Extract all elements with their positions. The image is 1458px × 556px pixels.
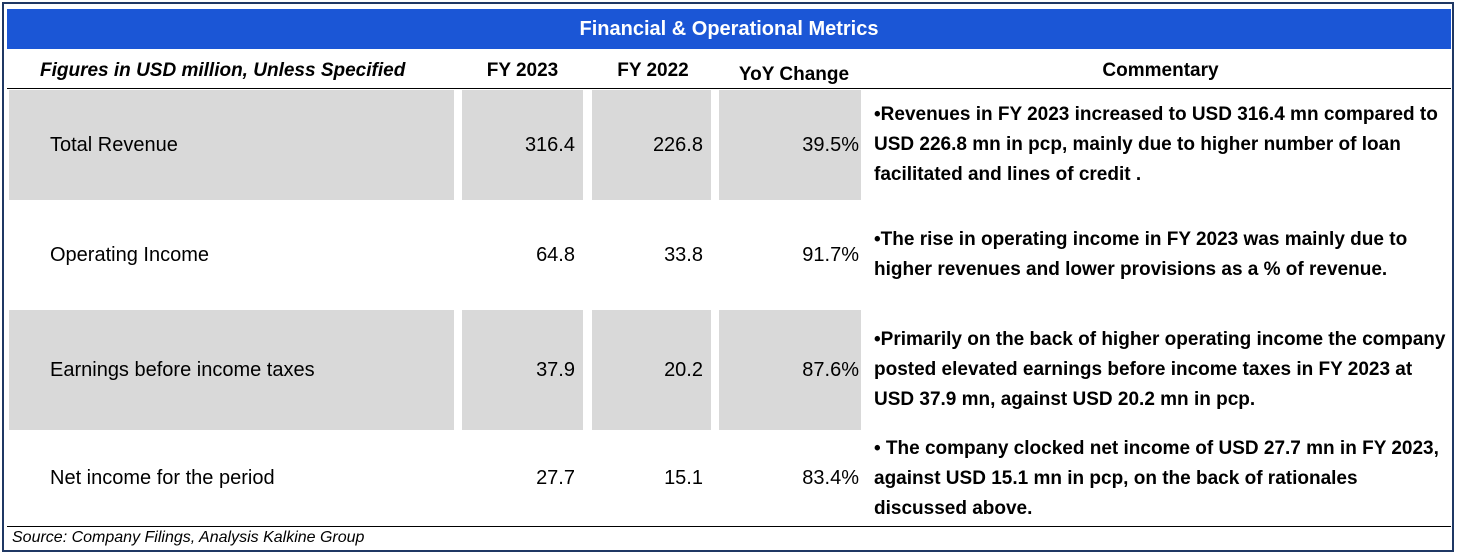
cell-fy2023: 37.9 <box>462 310 583 430</box>
cell-fy2022: 20.2 <box>592 310 711 430</box>
header-commentary: Commentary <box>1102 60 1219 81</box>
row-commentary: •Primarily on the back of higher operati… <box>874 329 1446 410</box>
cell-yoy: 91.7% <box>802 243 859 266</box>
row-commentary: •The rise in operating income in FY 2023… <box>874 229 1408 280</box>
cell-yoy: 87.6% <box>719 310 861 430</box>
cell-fy2023: 316.4 <box>462 90 583 200</box>
table-title: Financial & Operational Metrics <box>7 9 1451 49</box>
row-commentary: •Revenues in FY 2023 increased to USD 31… <box>874 104 1438 185</box>
cell-fy2023: 64.8 <box>536 243 575 266</box>
header-figures-label: Figures in USD million, Unless Specified <box>40 60 406 81</box>
row-label: Operating Income <box>50 243 209 266</box>
row-label: Net income for the period <box>50 466 275 489</box>
cell-fy2023: 27.7 <box>536 466 575 489</box>
cell-fy2022: 226.8 <box>592 90 711 200</box>
header-divider <box>7 88 1451 89</box>
footer-divider <box>7 526 1451 527</box>
cell-fy2022: 33.8 <box>664 243 703 266</box>
header-fy2023: FY 2023 <box>486 60 559 81</box>
row-commentary: • The company clocked net income of USD … <box>874 438 1439 519</box>
source-note: Source: Company Filings, Analysis Kalkin… <box>12 529 365 546</box>
cell-fy2022: 15.1 <box>664 466 703 489</box>
header-fy2022: FY 2022 <box>617 60 689 81</box>
row-label: Total Revenue <box>9 90 454 200</box>
header-yoy-change: YoY Change <box>738 64 850 85</box>
cell-yoy: 83.4% <box>802 466 859 489</box>
cell-yoy: 39.5% <box>719 90 861 200</box>
row-label: Earnings before income taxes <box>9 310 454 430</box>
